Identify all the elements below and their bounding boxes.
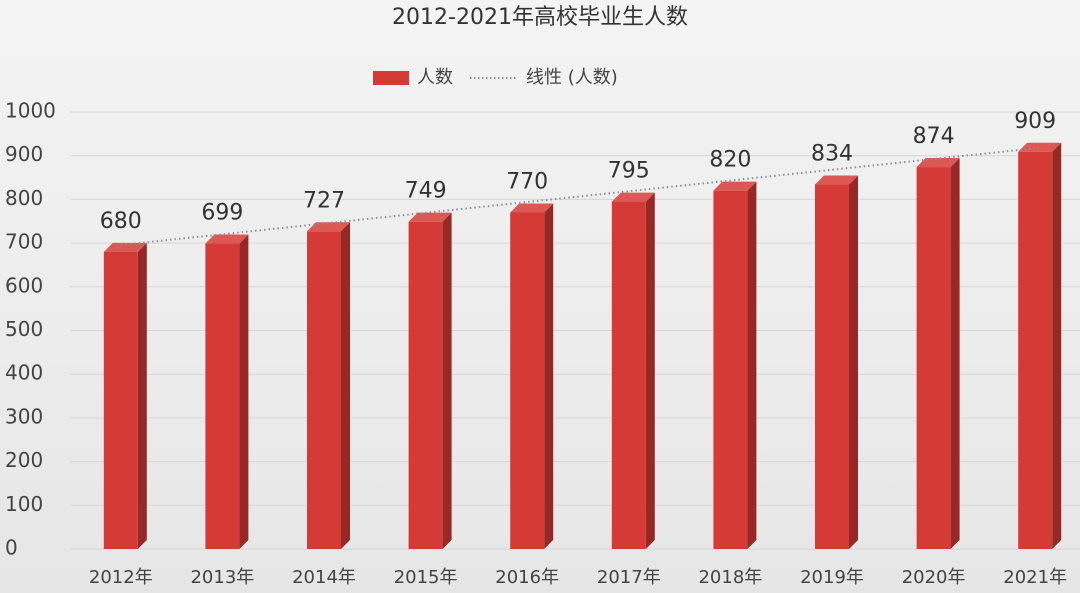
bar-side <box>747 181 757 549</box>
bar-top <box>205 234 249 244</box>
x-tick-label: 2016年 <box>495 567 559 588</box>
y-tick-label: 500 <box>5 317 43 341</box>
x-tick-label: 2019年 <box>800 567 864 588</box>
bar-top <box>1018 142 1062 152</box>
y-tick-label: 800 <box>5 186 43 210</box>
value-label: 874 <box>913 124 955 149</box>
bar-side <box>341 222 350 549</box>
x-tick-label: 2012年 <box>89 567 153 588</box>
bar-side <box>849 175 858 550</box>
bar <box>103 251 138 549</box>
x-tick-label: 2020年 <box>902 567 966 588</box>
y-tick-label: 100 <box>5 492 43 516</box>
bar <box>307 231 341 549</box>
legend-label: 人数 <box>417 67 453 88</box>
legend-label: 线性 (人数) <box>526 67 618 88</box>
x-tick-label: 2018年 <box>698 567 762 588</box>
chart-title: 2012-2021年高校毕业生人数 <box>392 5 688 30</box>
value-label: 749 <box>405 179 447 204</box>
bar-side <box>950 158 960 549</box>
x-tick-label: 2013年 <box>190 567 254 588</box>
y-tick-label: 200 <box>5 448 43 472</box>
x-tick-label: 2015年 <box>394 567 458 588</box>
bar <box>815 184 849 550</box>
bar <box>408 221 443 549</box>
value-label: 795 <box>608 159 650 184</box>
bar-side <box>239 234 249 550</box>
bar <box>611 201 646 549</box>
bar-side <box>544 203 554 549</box>
bar-top <box>103 242 147 252</box>
y-tick-label: 400 <box>5 361 43 385</box>
bar-side <box>1052 142 1062 549</box>
y-tick-label: 1000 <box>5 99 56 123</box>
bar-top <box>611 192 655 202</box>
bar <box>205 243 240 550</box>
bar <box>510 212 545 549</box>
y-tick-label: 600 <box>5 273 43 297</box>
bar-side <box>137 242 147 549</box>
bar <box>916 167 951 549</box>
y-tick-label: 0 <box>5 536 18 560</box>
value-label: 909 <box>1014 109 1056 134</box>
y-tick-label: 900 <box>5 142 43 166</box>
bar-side <box>645 192 655 549</box>
bar-top <box>510 203 554 213</box>
value-label: 820 <box>709 148 751 173</box>
x-tick-label: 2014年 <box>292 567 356 588</box>
value-label: 699 <box>201 201 243 226</box>
legend-swatch <box>373 71 409 85</box>
x-tick-label: 2021年 <box>1003 567 1067 588</box>
bar-top <box>408 212 452 222</box>
value-label: 770 <box>506 170 548 195</box>
x-tick-label: 2017年 <box>597 567 661 588</box>
value-label: 834 <box>811 142 853 167</box>
y-tick-label: 300 <box>5 404 43 428</box>
y-tick-label: 700 <box>5 230 43 254</box>
bar <box>713 190 748 549</box>
bar <box>1018 151 1053 549</box>
bar-top <box>713 181 757 191</box>
value-label: 680 <box>100 209 142 234</box>
trend-line <box>120 147 1036 247</box>
bar-top <box>815 175 858 185</box>
value-label: 727 <box>303 188 345 213</box>
bar-side <box>442 212 452 549</box>
